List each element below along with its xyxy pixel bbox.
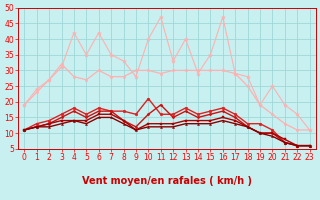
X-axis label: Vent moyen/en rafales ( km/h ): Vent moyen/en rafales ( km/h ) — [82, 176, 252, 186]
